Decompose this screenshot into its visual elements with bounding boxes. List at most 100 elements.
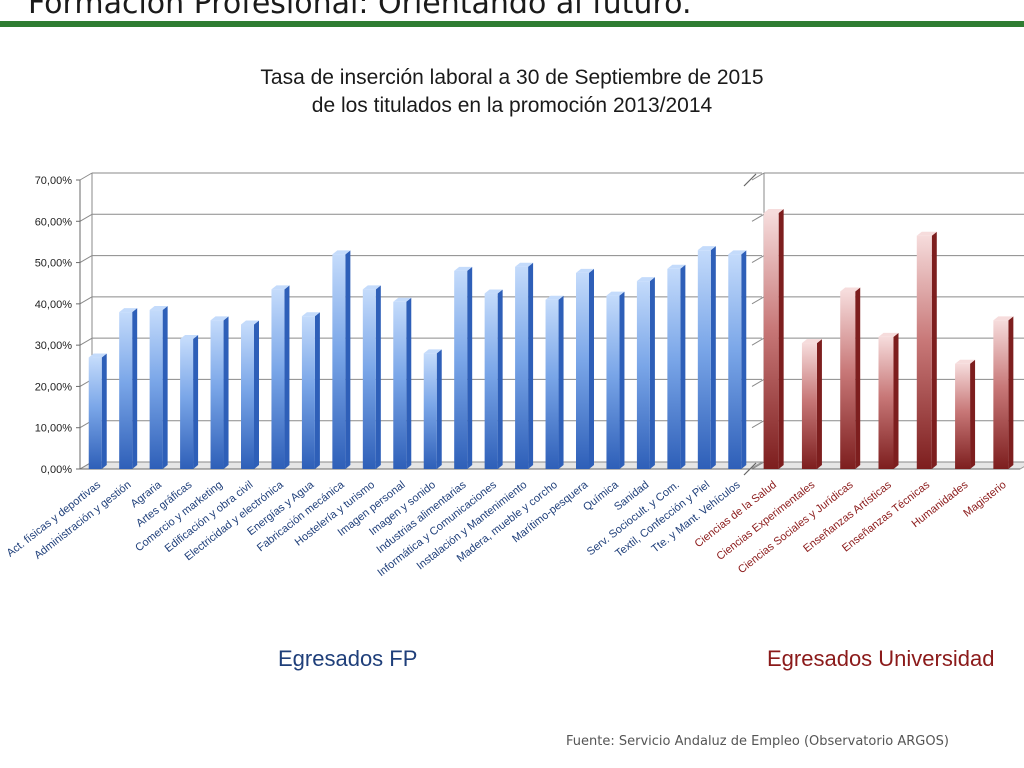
bar-side (778, 209, 784, 469)
bar-front (955, 363, 971, 469)
bar (697, 246, 716, 469)
bar-side (893, 332, 899, 469)
bar-top (697, 246, 716, 251)
bar-front (332, 254, 346, 469)
bar-front (606, 295, 620, 469)
bar (728, 250, 747, 469)
chart-title-line-1: Tasa de inserción laboral a 30 de Septie… (260, 66, 764, 89)
y-tick-label: 50,00% (35, 258, 73, 270)
bar (454, 266, 473, 469)
bar (636, 277, 655, 469)
bar-front (301, 316, 315, 469)
bar-top (840, 287, 861, 292)
bar-top (149, 306, 168, 311)
bar-front (119, 312, 133, 469)
bar-top (210, 316, 229, 321)
bar (576, 268, 594, 469)
bar-front (878, 336, 894, 469)
bar-side (497, 289, 503, 469)
axis-break (743, 462, 757, 476)
bar-side (406, 297, 412, 469)
bar-front (697, 250, 711, 469)
bar-side (223, 316, 229, 469)
bar (423, 349, 442, 469)
bar-front (763, 213, 779, 469)
bar-side (710, 246, 716, 469)
bar-side (193, 334, 199, 469)
bar-front (545, 299, 559, 469)
title-rule (0, 21, 1024, 27)
bar-front (916, 235, 932, 469)
bar-front (801, 343, 817, 469)
bar (149, 306, 168, 469)
grid-diag-1 (751, 296, 765, 305)
bar-front (576, 272, 589, 469)
y-tick-label: 0,00% (41, 464, 72, 476)
bar-front (393, 301, 407, 469)
bar-side (649, 277, 655, 469)
bar-top (332, 250, 351, 255)
grid-diag-1 (751, 255, 765, 264)
grid-diag-1 (751, 213, 765, 222)
bar-top (301, 312, 320, 317)
bar (119, 308, 138, 469)
bar-top (955, 359, 976, 364)
bar-side (132, 308, 138, 469)
grid-diag-0 (79, 255, 93, 264)
bar-top (993, 316, 1014, 321)
bar-top (878, 332, 899, 337)
bar (210, 316, 229, 469)
bar-top (801, 339, 822, 344)
bar-top (667, 264, 686, 269)
bar-front (423, 353, 437, 469)
bar-side (816, 339, 822, 469)
bar-front (241, 324, 254, 469)
bar-top (515, 262, 534, 267)
bar-top (636, 277, 655, 282)
bar-side (254, 320, 259, 469)
bar-top (241, 320, 259, 325)
bar-side (855, 287, 861, 469)
bar-side (101, 353, 107, 469)
bar (763, 209, 784, 469)
axis-break (743, 173, 757, 187)
bar (515, 262, 534, 469)
bar-side (467, 266, 473, 469)
chart-title: Tasa de inserción laboral a 30 de Septie… (0, 64, 1024, 120)
bar-side (589, 268, 594, 469)
bar-top (916, 231, 937, 236)
bar (993, 316, 1014, 469)
x-tick-label: Magisterio (961, 479, 1008, 520)
grid-diag-1 (751, 378, 765, 387)
grid-diag-0 (79, 213, 93, 222)
group-label-universidad: Egresados Universidad (767, 646, 995, 671)
group-label-fp: Egresados FP (278, 646, 418, 671)
bar (955, 359, 976, 469)
bar-top (484, 289, 503, 294)
y-tick-label: 60,00% (35, 216, 73, 228)
bar-front (515, 266, 529, 469)
bar-front (149, 310, 163, 469)
bar-side (162, 306, 168, 469)
grid-diag-1 (751, 337, 765, 346)
bar-side (528, 262, 534, 469)
grid-diag-0 (79, 172, 93, 181)
bar-top (728, 250, 747, 255)
bar (301, 312, 320, 469)
bar-top (271, 285, 290, 290)
bar (545, 295, 564, 469)
bar-front (362, 289, 376, 469)
y-tick-label: 10,00% (35, 423, 73, 435)
bar (606, 291, 625, 469)
bar-front (454, 270, 468, 469)
bar-top (180, 334, 199, 339)
bar (801, 339, 822, 469)
bar (916, 231, 937, 469)
bar-top (454, 266, 473, 271)
grid-diag-0 (79, 337, 93, 346)
bar-top (88, 353, 107, 358)
bar (271, 285, 290, 469)
bar-side (741, 250, 747, 469)
bar (180, 334, 199, 469)
bar-top (545, 295, 564, 300)
